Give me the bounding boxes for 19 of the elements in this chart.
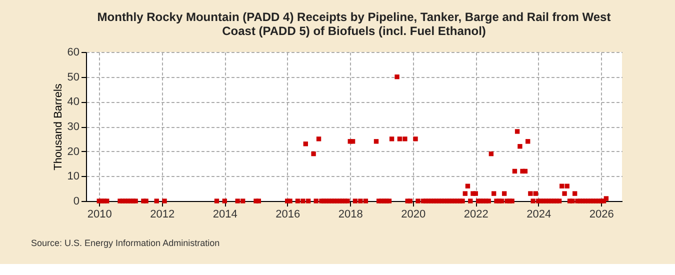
y-tick-label: 20 (67, 146, 80, 158)
y-tick-label: 50 (67, 71, 80, 84)
x-tick-label: 2024 (526, 208, 552, 220)
y-axis-title: Thousand Barrels (52, 83, 64, 170)
y-tick-label: 10 (67, 170, 80, 183)
source-note: Source: U.S. Energy Information Administration (31, 238, 220, 248)
y-tick-label: 0 (73, 196, 80, 208)
chart-title: Monthly Rocky Mountain (PADD 4) Receipts by Pipeline, Tanker, Barge and Rail from West Coast (PADD 5) of Biofuels (incl. Fuel Ethanol) (97, 10, 611, 38)
x-tick-label: 2014 (212, 208, 238, 220)
x-tick-label: 2018 (338, 208, 363, 220)
y-tick-label: 40 (67, 96, 80, 108)
y-tick-label: 30 (67, 121, 80, 133)
x-tick-label: 2022 (464, 208, 488, 220)
x-tick-label: 2016 (276, 208, 300, 220)
x-tick-label: 2012 (150, 208, 175, 220)
y-tick-label: 60 (67, 46, 80, 58)
x-tick-label: 2020 (401, 208, 426, 220)
x-tick-label: 2010 (87, 208, 112, 220)
x-tick-label: 2026 (589, 208, 614, 220)
